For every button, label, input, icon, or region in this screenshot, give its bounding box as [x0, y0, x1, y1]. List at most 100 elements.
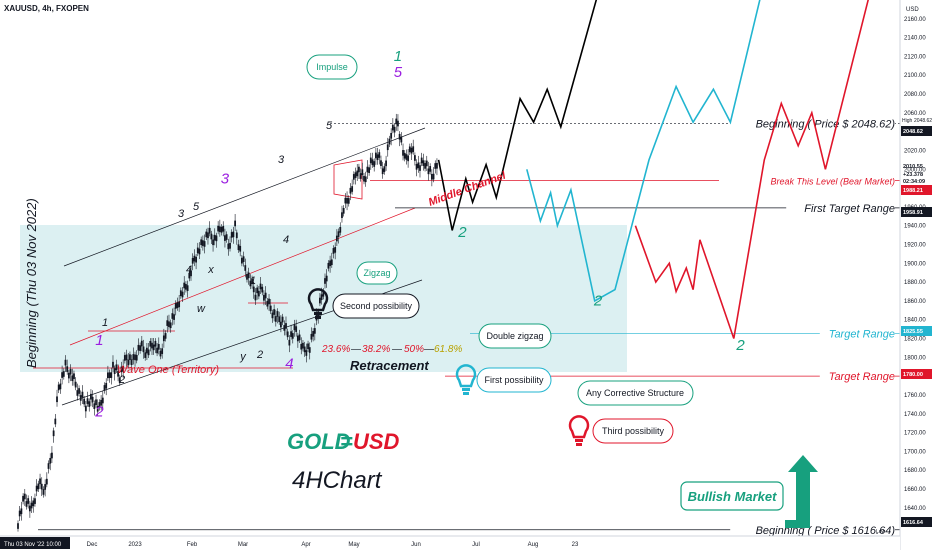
- candle-body: [325, 275, 328, 282]
- candle-body: [174, 303, 177, 309]
- candle-body: [390, 132, 393, 139]
- candle-body: [373, 161, 376, 167]
- first-possibility-label: First possibility: [484, 375, 544, 385]
- candle-body: [185, 283, 187, 290]
- sub-wave-label-7: y: [239, 351, 247, 363]
- candle-body: [110, 372, 113, 378]
- candle-body: [374, 152, 377, 159]
- candle-body: [252, 286, 255, 293]
- y-tick-3: 2100.00: [904, 73, 926, 79]
- third-possibility-callout: [592, 418, 674, 444]
- candle-body: [178, 301, 181, 308]
- x-tick-1: 2023: [128, 542, 142, 548]
- candle-body: [220, 227, 223, 233]
- candle-body: [137, 344, 140, 351]
- series-group: [17, 0, 869, 532]
- candle-body: [227, 243, 230, 250]
- candle-body: [391, 124, 394, 131]
- y-tick-12: 1920.00: [904, 242, 926, 248]
- wave-label-8: 2: [735, 337, 745, 354]
- candle-body: [313, 328, 316, 334]
- candle-body: [201, 240, 204, 246]
- candle-body: [67, 372, 70, 379]
- impulse-label: Impulse: [316, 62, 348, 72]
- series-projection-black: [437, 0, 598, 231]
- wave-label-4: 5: [394, 64, 403, 81]
- wave-label-5: 1: [394, 48, 402, 65]
- candle-body: [280, 321, 282, 328]
- candle-body: [434, 163, 437, 169]
- candle-body: [337, 231, 340, 237]
- candle-body: [354, 172, 357, 178]
- candle-body: [327, 262, 330, 269]
- candle-body: [64, 359, 67, 366]
- candle-body: [139, 345, 142, 351]
- candle-body: [225, 234, 228, 240]
- level-label-bg-4: [819, 368, 895, 382]
- candle-body: [181, 291, 184, 298]
- candle-body: [381, 168, 384, 175]
- candle-body: [283, 325, 286, 331]
- candle-body: [393, 126, 396, 133]
- candle-body: [427, 168, 430, 175]
- candle-body: [91, 396, 94, 403]
- candle-body: [69, 368, 72, 375]
- candle-body: [388, 138, 391, 145]
- candle-body: [81, 391, 84, 398]
- candle-body: [361, 169, 364, 175]
- lightbulb-icon-black: [307, 288, 329, 319]
- candle-body: [239, 245, 242, 252]
- candle-body: [414, 155, 416, 161]
- candle-body: [320, 294, 323, 300]
- candle-body: [412, 146, 415, 152]
- zigzag-callout: [356, 261, 398, 285]
- candle-body: [74, 381, 77, 388]
- candle-body: [383, 166, 386, 172]
- candle-body: [193, 255, 196, 262]
- x-tick-2: Feb: [187, 542, 198, 548]
- candle-body: [40, 483, 43, 490]
- candle-body: [62, 371, 65, 377]
- y-tick-25: 1660.00: [904, 487, 926, 493]
- candle-body: [330, 259, 333, 266]
- candle-body: [149, 340, 152, 347]
- candle-body: [105, 382, 108, 389]
- candle-body: [349, 187, 352, 194]
- wave-label-0: 1: [95, 332, 103, 349]
- candle-body: [98, 402, 101, 408]
- candle-body: [346, 197, 348, 204]
- candle-body: [101, 397, 104, 404]
- wave-label-6: 2: [457, 224, 467, 241]
- candle-body: [71, 375, 74, 382]
- level-label-bg-2: [786, 199, 895, 213]
- fib-618: 61.8%: [434, 344, 462, 355]
- y-tick-labels: 2160.00 2140.00 2120.00 2100.00 2080.00 2060.…: [904, 17, 926, 512]
- arrow-up-icon: [785, 455, 818, 528]
- candle-body: [73, 373, 75, 380]
- candle-body: [432, 173, 435, 180]
- y-axis-panel[interactable]: [900, 0, 932, 550]
- candle-body: [57, 384, 60, 391]
- candle-body: [329, 260, 331, 267]
- lightbulb-icon-red: [568, 415, 590, 446]
- candle-body: [17, 523, 19, 529]
- x-axis-panel[interactable]: [0, 536, 900, 550]
- sub-wave-label-12: 5: [326, 120, 333, 132]
- usd-label: USD: [353, 429, 400, 454]
- candle-body: [127, 359, 130, 366]
- price-tag-6: 1958.91: [903, 210, 923, 216]
- candle-body: [310, 333, 313, 340]
- sub-wave-label-4: 5: [193, 201, 200, 213]
- candle-body: [28, 505, 31, 512]
- price-tag-5: 1988.21: [903, 188, 923, 194]
- sub-wave-label-0: 1: [102, 317, 108, 329]
- candle-body: [285, 323, 287, 329]
- x-tick-3: Mar: [238, 542, 248, 548]
- candle-body: [179, 290, 182, 297]
- candle-body: [291, 333, 294, 339]
- candle-body: [402, 150, 404, 156]
- candle-body: [249, 280, 252, 287]
- y-tick-26: 1640.00: [904, 506, 926, 512]
